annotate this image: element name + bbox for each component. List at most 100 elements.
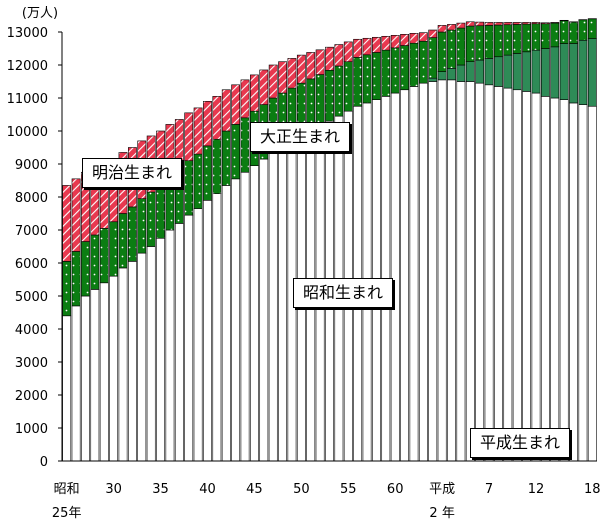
y-unit-label: (万人)	[22, 6, 58, 21]
bar-heisei-1999	[522, 51, 532, 92]
x-tick-label: 18	[584, 482, 600, 497]
bar-showa-1998	[512, 89, 522, 462]
bar-heisei-1992	[456, 64, 466, 82]
bar-showa-2002	[550, 97, 560, 462]
bar-heisei-2001	[540, 48, 550, 97]
bar-heisei-2004	[569, 43, 578, 104]
bar-heisei-2000	[531, 49, 541, 94]
annotation-heisei: 平成生まれ	[470, 428, 571, 458]
bar-taisho-1965	[203, 145, 212, 201]
y-tick-label: 6000	[15, 257, 48, 272]
bar-meiji-1994	[475, 21, 485, 27]
bar-meiji-1998	[512, 22, 522, 25]
annotation-showa: 昭和生まれ	[293, 278, 394, 308]
bar-heisei-2002	[550, 46, 560, 99]
bar-taisho-1980	[343, 61, 353, 112]
bar-showa-1995	[484, 84, 494, 462]
bar-showa-2004	[569, 102, 578, 462]
y-tick-label: 5000	[15, 290, 48, 305]
bar-meiji-1991	[447, 24, 456, 31]
bar-taisho-1988	[418, 40, 428, 84]
bar-taisho-1992	[456, 27, 466, 66]
annotation-meiji: 明治生まれ	[82, 158, 183, 188]
bar-showa-1986	[400, 89, 409, 462]
bar-taisho-2003	[559, 20, 569, 44]
bar-heisei-1998	[512, 53, 522, 91]
x-tick-label: 7	[485, 482, 493, 497]
bar-showa-1956	[118, 267, 128, 462]
bar-taisho-1999	[522, 23, 532, 53]
bar-taisho-1997	[503, 24, 513, 56]
bar-taisho-1960	[156, 183, 165, 239]
bar-meiji-1978	[325, 46, 334, 71]
axes-layer	[61, 32, 597, 462]
bar-taisho-1991	[447, 29, 456, 69]
bar-meiji-1972	[268, 64, 278, 99]
bar-showa-1999	[522, 91, 532, 462]
bar-showa-1957	[128, 261, 137, 462]
bar-showa-1958	[137, 252, 147, 462]
bar-meiji-1979	[334, 44, 344, 67]
bar-heisei-1991	[447, 68, 456, 81]
bar-taisho-1963	[184, 160, 194, 216]
bar-taisho-1958	[137, 198, 147, 254]
bar-meiji-1988	[418, 32, 428, 42]
bar-showa-1989	[428, 81, 438, 462]
bar-taisho-2006	[587, 18, 597, 39]
bar-meiji-1986	[400, 34, 409, 46]
bar-meiji-2001	[540, 22, 550, 25]
bar-taisho-2000	[531, 23, 541, 51]
bar-showa-1970	[250, 165, 259, 462]
bar-meiji-1970	[250, 74, 259, 112]
bar-taisho-1957	[128, 206, 137, 262]
bar-taisho-1995	[484, 25, 494, 59]
bar-taisho-1978	[325, 69, 334, 122]
bar-taisho-1994	[475, 25, 485, 61]
bar-meiji-1985	[390, 34, 400, 49]
bar-meiji-1964	[193, 107, 203, 155]
bar-taisho-1964	[193, 153, 203, 209]
bar-meiji-1950	[62, 185, 72, 262]
bar-heisei-1990	[437, 71, 447, 81]
bar-showa-1994	[475, 82, 485, 462]
bar-meiji-1975	[296, 54, 306, 84]
bar-meiji-1963	[184, 112, 194, 161]
y-tick-label: 2000	[15, 389, 48, 404]
bar-heisei-1996	[494, 56, 503, 87]
bar-showa-1972	[268, 152, 278, 462]
bar-showa-1964	[193, 208, 203, 462]
x-tick-label-sub: 25年	[52, 506, 82, 521]
bar-taisho-1989	[428, 37, 438, 79]
bar-heisei-1997	[503, 54, 513, 89]
ticks-layer: 0 1000 2000 3000 4000 5000 6000 7000 8000 9000 100…	[7, 6, 600, 521]
bar-showa-1961	[165, 229, 175, 462]
bar-taisho-2002	[550, 22, 560, 48]
bar-showa-1963	[184, 214, 194, 462]
bar-showa-1952	[81, 295, 90, 462]
bar-showa-1959	[146, 246, 156, 462]
bar-meiji-1977	[315, 49, 325, 75]
bar-heisei-1989	[428, 77, 438, 82]
bar-showa-1991	[447, 79, 456, 462]
bar-taisho-1954	[99, 228, 109, 284]
bar-meiji-1967	[221, 89, 231, 132]
x-tick-label: 60	[387, 482, 404, 497]
x-tick-label: 55	[340, 482, 357, 497]
bar-taisho-1990	[437, 31, 447, 72]
bar-showa-1973	[278, 145, 287, 462]
bar-meiji-1976	[306, 52, 316, 80]
bar-showa-1987	[409, 86, 419, 462]
bar-taisho-1981	[353, 57, 363, 107]
bar-showa-2005	[578, 104, 588, 462]
bars-layer	[62, 18, 597, 462]
bar-taisho-2004	[569, 21, 578, 44]
bar-showa-1962	[174, 223, 184, 462]
bar-showa-2003	[559, 99, 569, 462]
y-tick-label: 1000	[15, 422, 48, 437]
bar-meiji-2000	[531, 22, 541, 25]
bar-heisei-1994	[475, 59, 485, 84]
bar-meiji-1980	[343, 41, 353, 63]
x-tick-label: 35	[152, 482, 169, 497]
bar-taisho-1966	[212, 138, 222, 195]
bar-showa-2001	[540, 96, 550, 462]
